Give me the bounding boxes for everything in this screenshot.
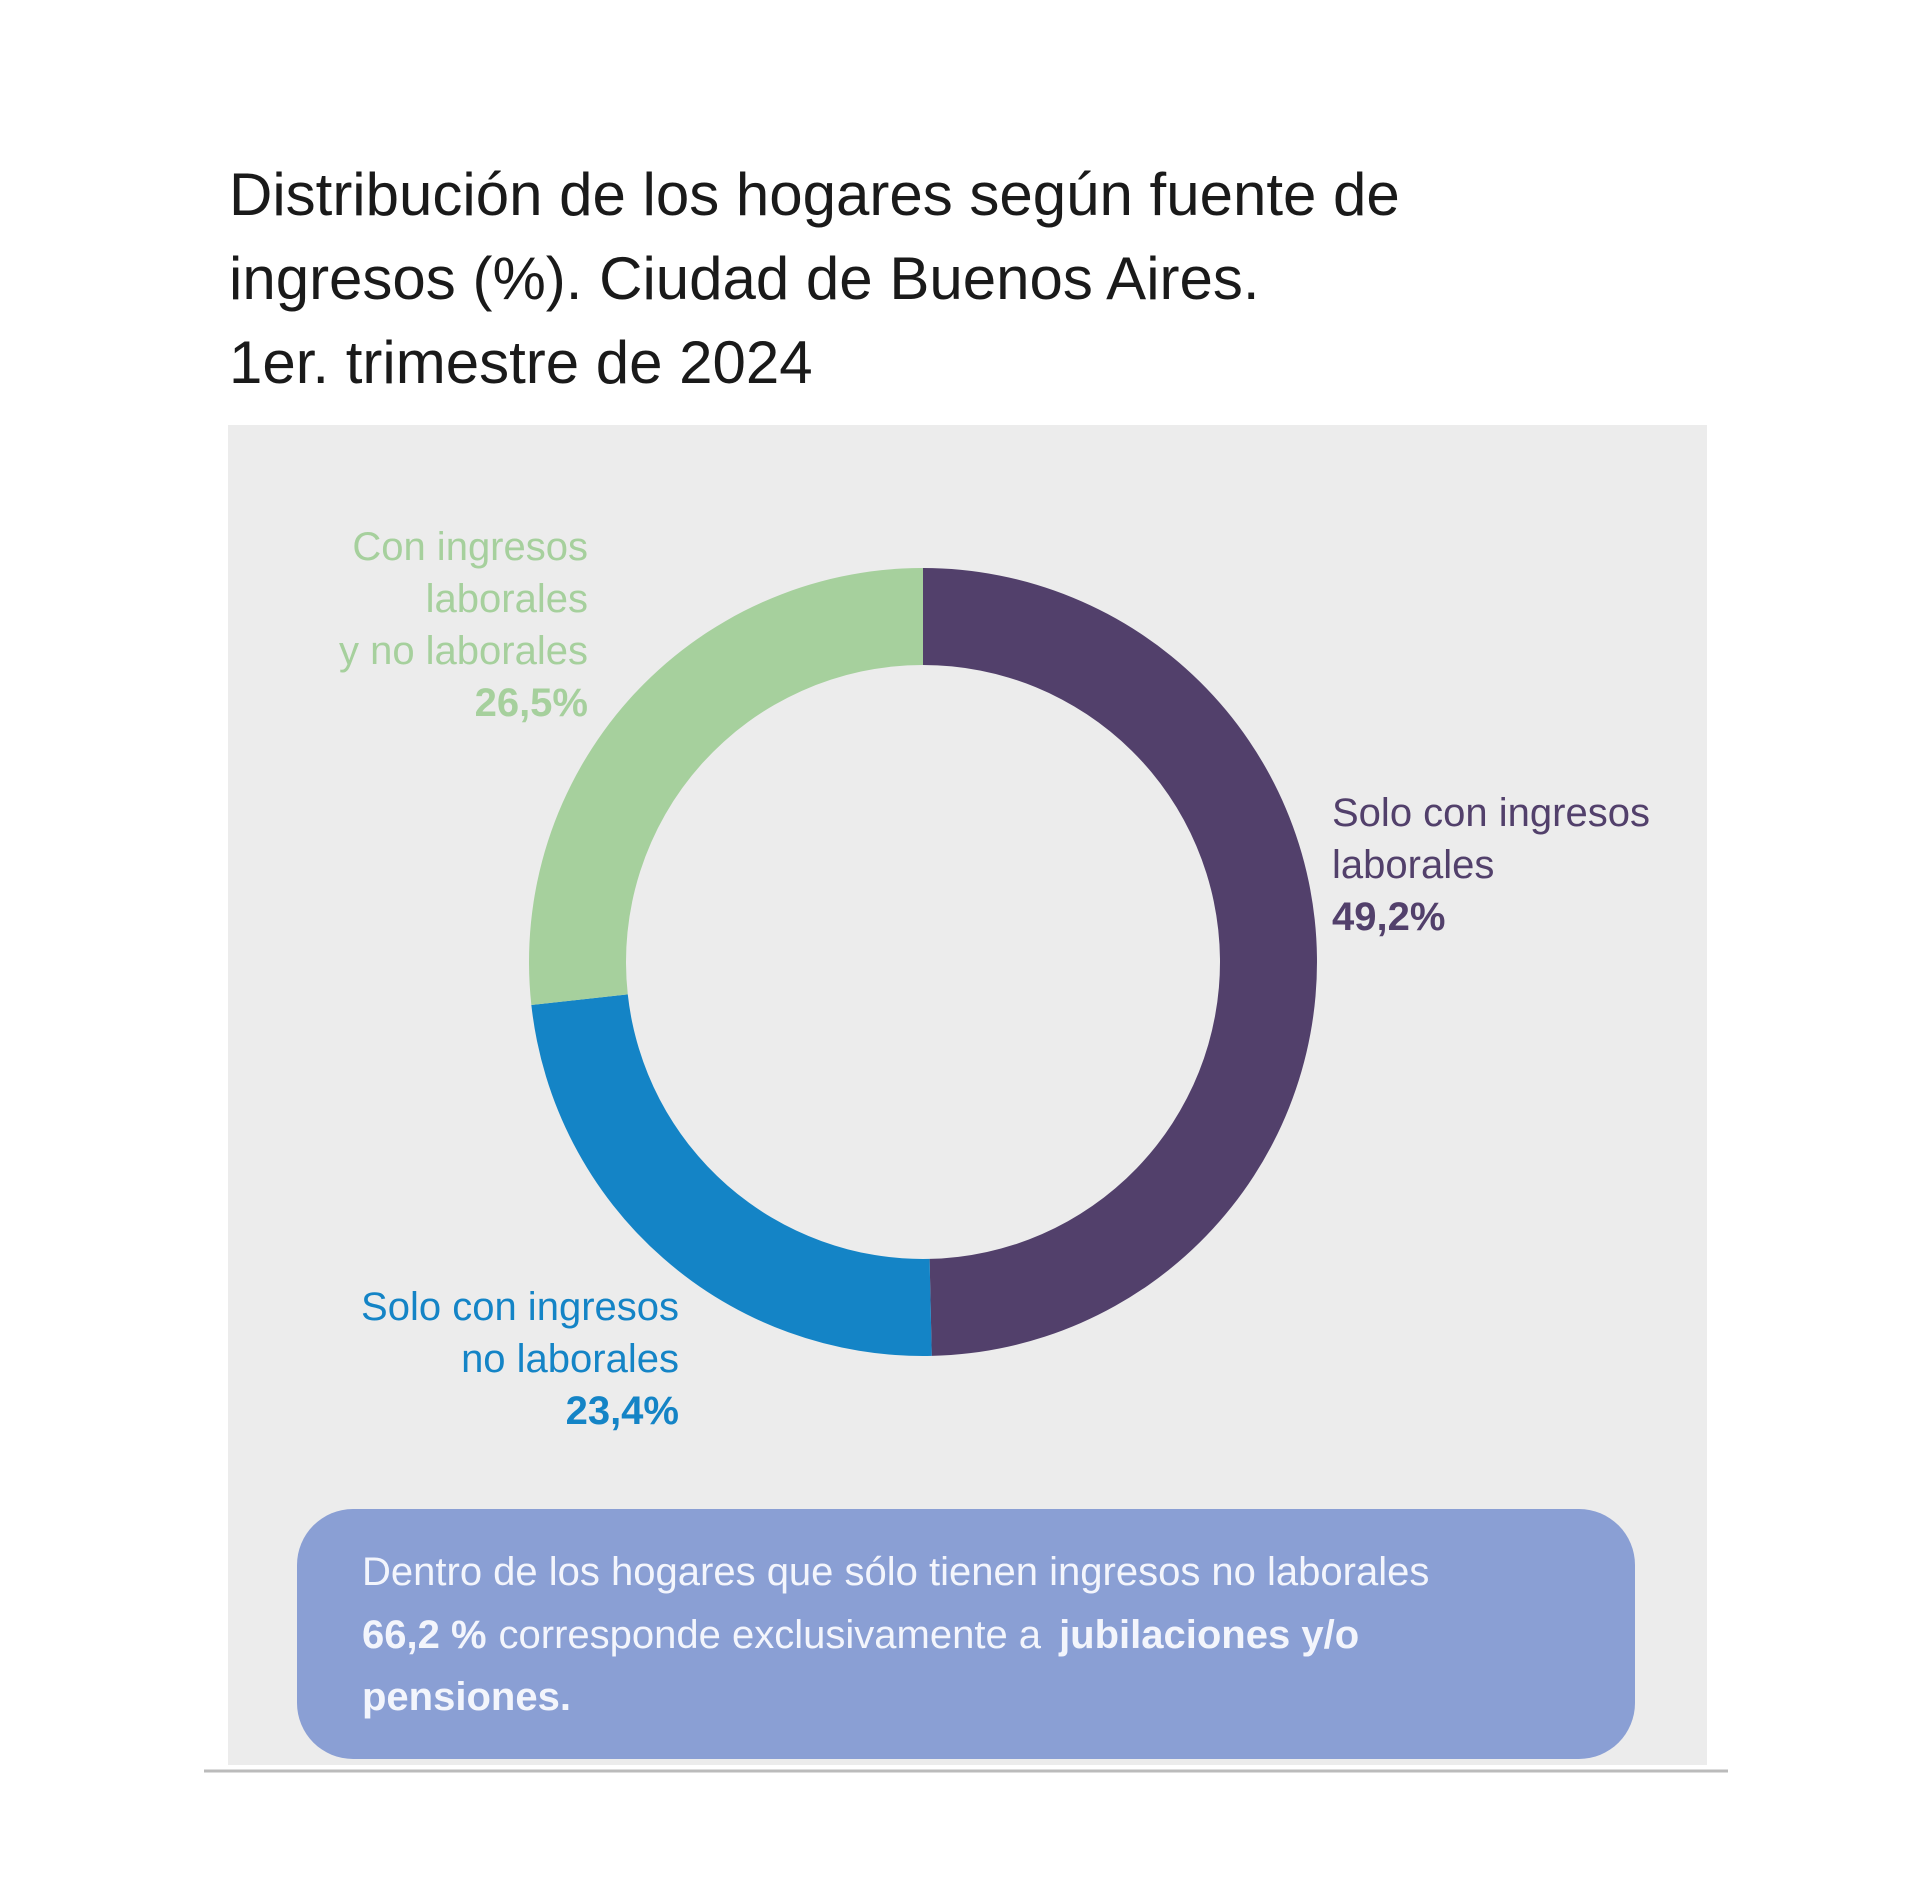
segment-label: y no laborales <box>339 629 588 673</box>
donut-segment <box>923 568 1317 1356</box>
chart-title: ingresos (%). Ciudad de Buenos Aires. <box>229 245 1260 312</box>
donut <box>528 567 1317 1356</box>
segment-label: Solo con ingresos <box>361 1285 679 1329</box>
segment-label: laborales <box>1332 843 1494 887</box>
donut-segment <box>528 567 923 1006</box>
note-box <box>297 1509 1635 1759</box>
title: Distribución de los hogares según fuente… <box>229 161 1400 396</box>
value-label: 26,5% <box>475 681 588 725</box>
segment-label: Con ingresos <box>352 525 588 569</box>
labels: Solo con ingresos laborales 49,2% Solo con … <box>339 525 1650 1433</box>
segment-label: laborales <box>426 577 588 621</box>
chart-title: Distribución de los hogares según fuente… <box>229 161 1400 228</box>
value-label: 23,4% <box>566 1389 679 1433</box>
segment-label: no laborales <box>461 1337 679 1381</box>
segment-label: Solo con ingresos <box>1332 791 1650 835</box>
note-emphasis: pensiones. <box>362 1675 571 1719</box>
value-label: 49,2% <box>1332 895 1445 939</box>
note-value: 66,2 % <box>362 1613 487 1657</box>
note-emphasis: jubilaciones y/o <box>1058 1613 1359 1657</box>
note-text: corresponde exclusivamente a <box>499 1613 1042 1657</box>
note-line: 66,2 % corresponde exclusivamente a jubila… <box>362 1613 1359 1657</box>
donut-segment <box>531 994 932 1356</box>
note-line: Dentro de los hogares que sólo tienen in… <box>362 1550 1429 1594</box>
chart-title: 1er. trimestre de 2024 <box>229 329 813 396</box>
